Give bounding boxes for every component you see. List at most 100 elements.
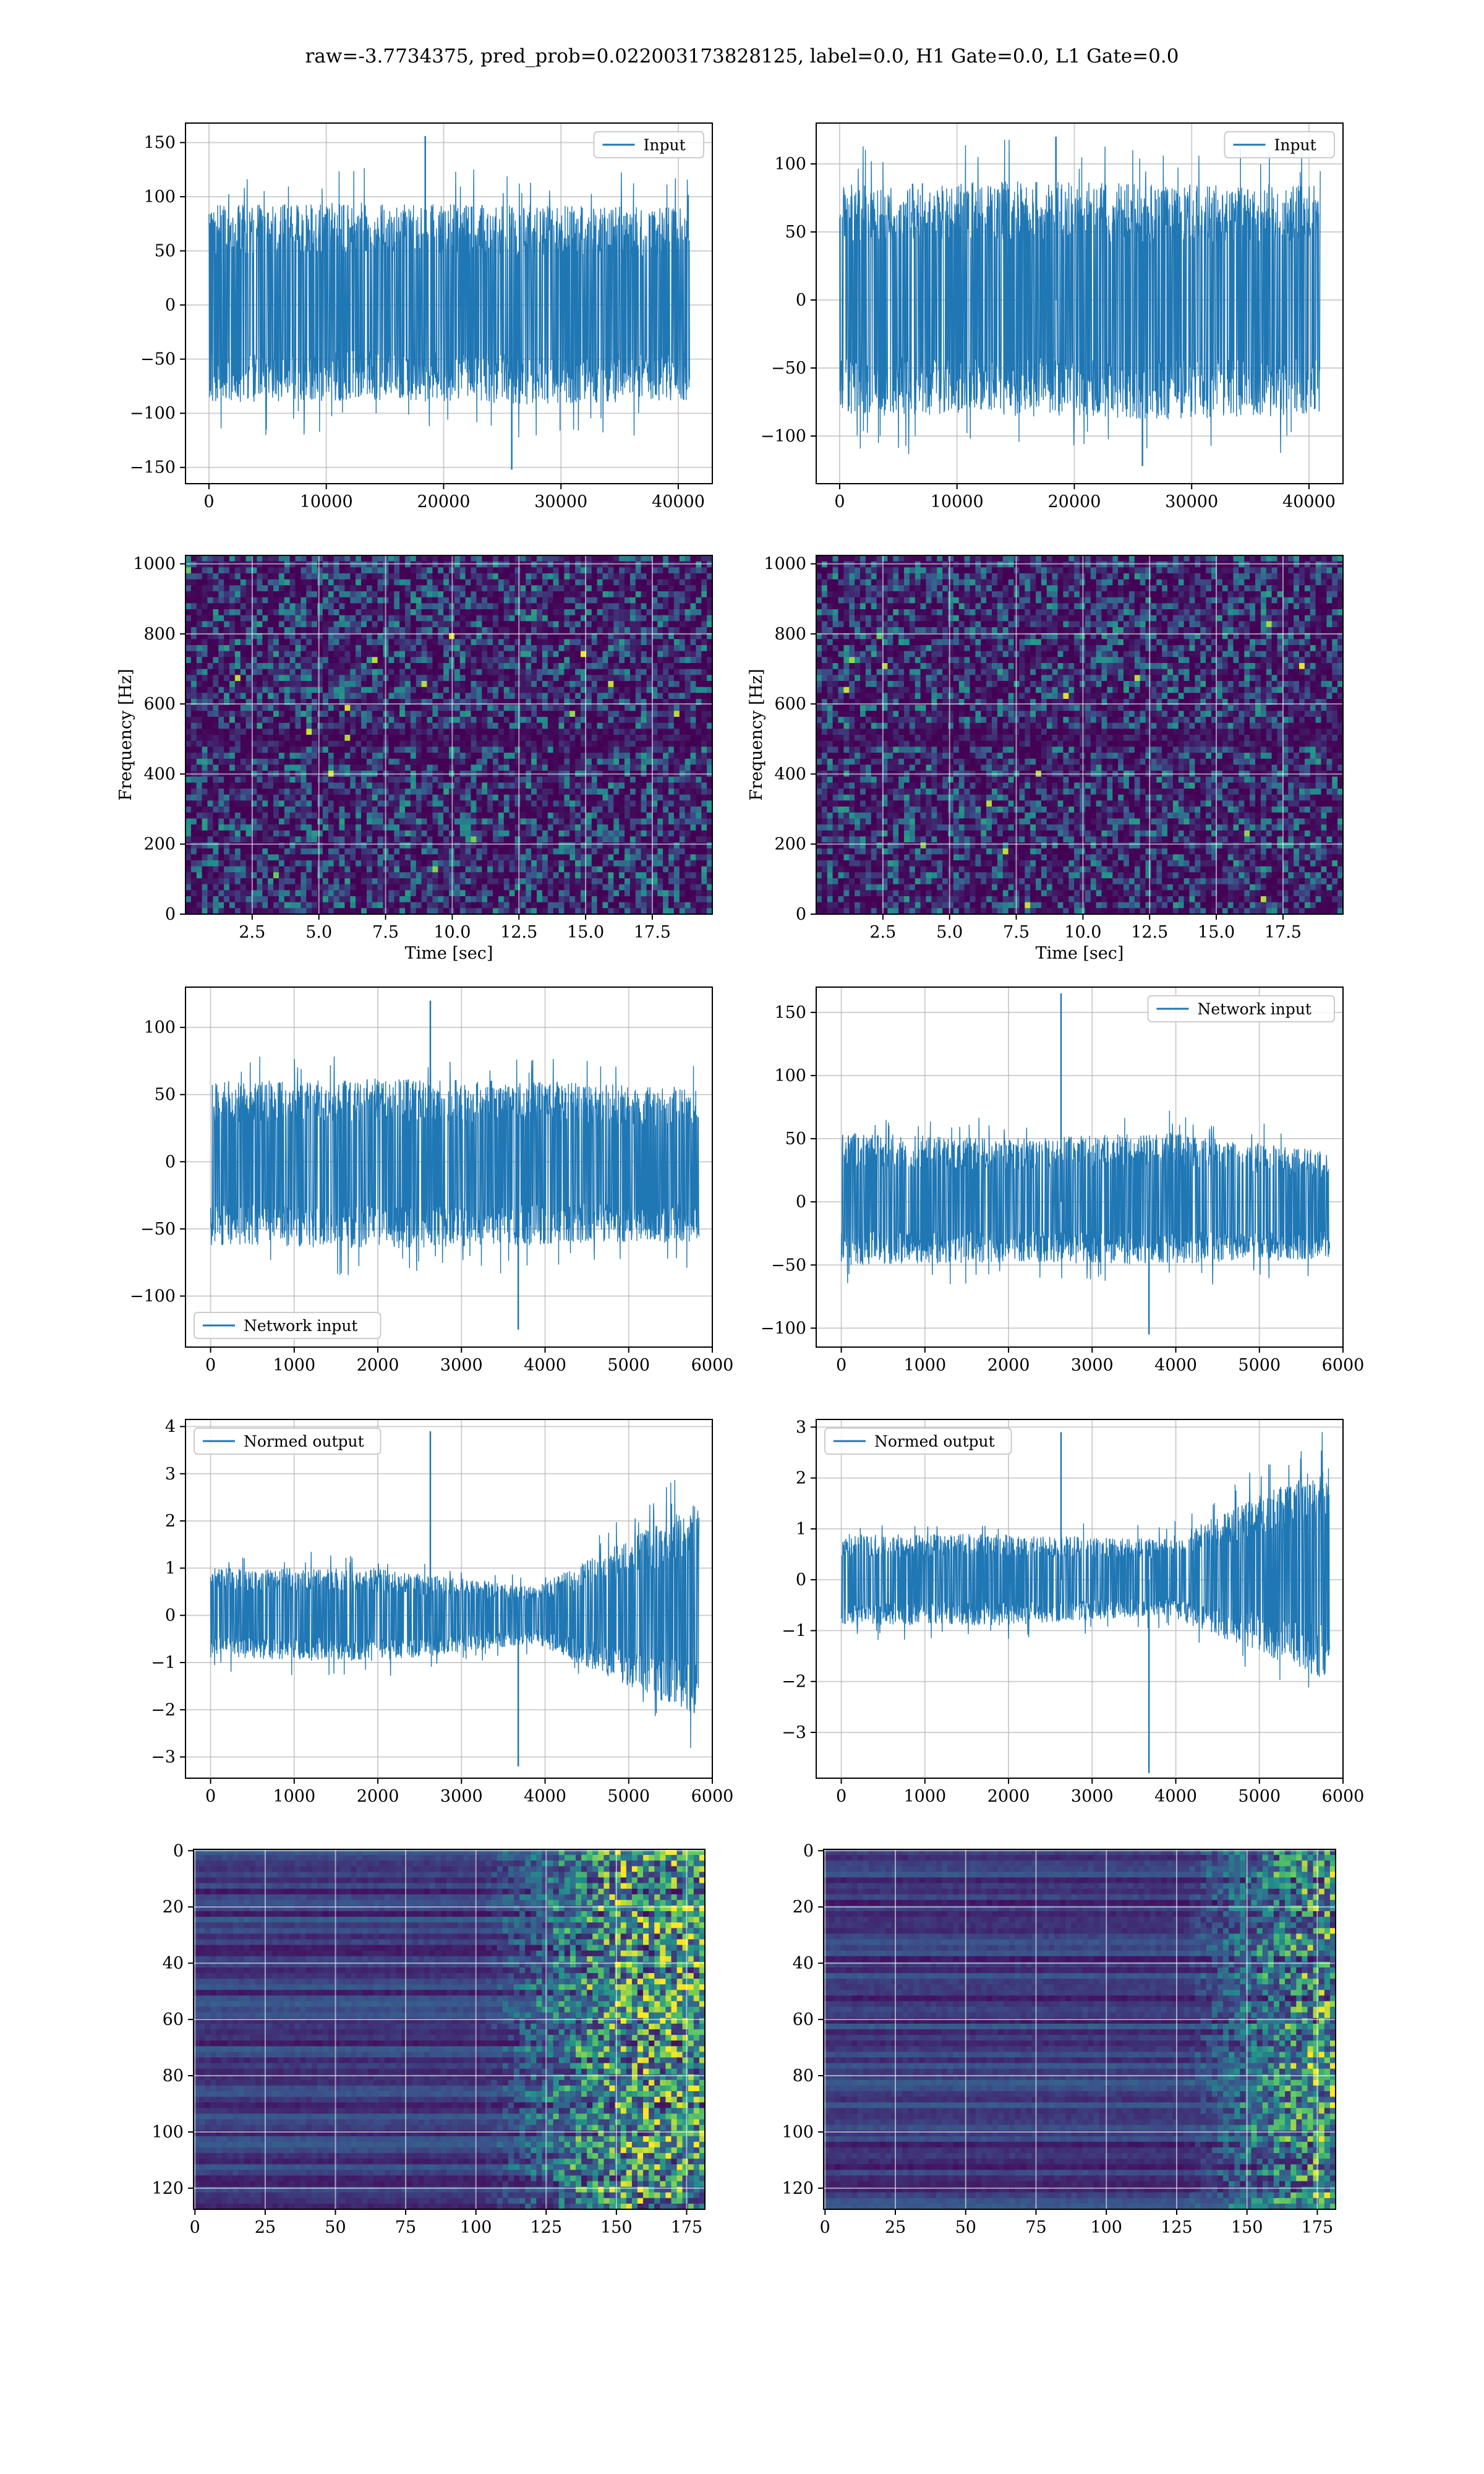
legend: Input — [593, 131, 704, 158]
x-tick-label: 30000 — [534, 492, 587, 511]
x-tick-label: 5.0 — [305, 923, 332, 942]
legend-label: Network input — [244, 1317, 357, 1335]
y-tick-label: −3 — [151, 1748, 176, 1767]
tick-labels: 0 1000 2000 3000 4000 5000 6000 −100 −50 0 50 100 — [130, 1018, 734, 1375]
y-tick-label: 0 — [796, 1192, 806, 1212]
x-tick-label: 25 — [885, 2218, 906, 2237]
y-tick-label: −2 — [782, 1672, 806, 1692]
y-tick-label: 0 — [796, 905, 806, 924]
subplot-row5-right: 0 25 50 75 100 125 150 175 0 20 40 60 80 100 120 — [782, 1841, 1336, 2237]
y-tick-label: 0 — [165, 1152, 176, 1171]
y-tick-label: 60 — [793, 2010, 814, 2029]
y-tick-label: −100 — [130, 404, 176, 423]
y-tick-label: 2 — [165, 1512, 176, 1531]
figure-suptitle: raw=-3.7734375, pred_prob=0.022003173828… — [305, 45, 1179, 67]
x-tick-label: 0 — [834, 492, 845, 511]
axes-frame — [816, 987, 1344, 1348]
y-tick-label: 600 — [774, 695, 806, 714]
y-tick-label: −2 — [151, 1700, 176, 1719]
y-tick-label: 2 — [796, 1469, 806, 1488]
legend-label: Normed output — [874, 1432, 995, 1450]
y-tick-label: 50 — [155, 242, 176, 261]
x-tick-label: 150 — [1231, 2218, 1263, 2237]
x-tick-label: 15.0 — [567, 923, 604, 942]
tick-labels: 0 10000 20000 30000 40000 −150 −100 −50 0 50 100 15… — [130, 134, 705, 511]
legend: Network input — [194, 1312, 382, 1339]
tick-labels: 2.5 5.0 7.5 10.0 12.5 15.0 17.5 0 200 400 600 800 10… — [133, 555, 671, 942]
y-tick-label: 0 — [165, 905, 176, 924]
y-tick-label: 120 — [782, 2179, 814, 2198]
x-tick-label: 150 — [600, 2218, 633, 2237]
y-tick-label: 400 — [774, 764, 806, 784]
grid — [194, 1849, 705, 2209]
y-tick-label: −100 — [761, 1319, 806, 1338]
subplot-row2-left: 2.5 5.0 7.5 10.0 12.5 15.0 17.5 0 200 400 600 800 10… — [116, 555, 713, 963]
x-tick-label: 12.5 — [1131, 923, 1168, 942]
x-tick-label: 12.5 — [500, 923, 537, 942]
x-tick-label: 5000 — [1238, 1787, 1281, 1806]
y-tick-label: −3 — [782, 1723, 806, 1742]
y-tick-label: 20 — [163, 1898, 184, 1917]
subplot-row1-left: Input 0 10000 20000 30000 40000 −150 −100 −50 0 50… — [130, 122, 713, 511]
axes-frame — [816, 555, 1344, 915]
y-tick-label: 0 — [173, 1841, 184, 1860]
x-tick-label: 7.5 — [372, 923, 399, 942]
x-tick-label: 3000 — [440, 1356, 483, 1375]
x-tick-label: 1000 — [903, 1356, 946, 1375]
y-tick-label: 150 — [143, 134, 176, 153]
axes-frame — [185, 987, 713, 1348]
y-tick-label: 100 — [143, 1018, 176, 1037]
x-tick-label: 10.0 — [1064, 923, 1101, 942]
subplot-row2-right: 2.5 5.0 7.5 10.0 12.5 15.0 17.5 0 200 400 600 800 10… — [747, 555, 1344, 963]
y-tick-label: 800 — [143, 625, 176, 644]
y-tick-label: 1 — [796, 1520, 806, 1539]
x-tick-label: 25 — [255, 2218, 276, 2237]
axes-frame — [823, 1849, 1336, 2210]
y-tick-label: 0 — [796, 1570, 806, 1590]
y-tick-label: 40 — [793, 1954, 814, 1973]
tick-labels: 0 25 50 75 100 125 150 175 0 20 40 60 80 100 120 — [782, 1841, 1333, 2237]
x-tick-label: 4000 — [1154, 1787, 1197, 1806]
y-tick-label: 3 — [796, 1418, 806, 1437]
y-tick-label: 0 — [796, 291, 806, 310]
x-tick-label: 50 — [955, 2218, 976, 2237]
axes-frame — [185, 122, 713, 484]
x-tick-label: 1000 — [273, 1356, 315, 1375]
x-tick-label: 2.5 — [869, 923, 896, 942]
x-tick-label: 20000 — [1048, 492, 1101, 511]
heatmap-cells — [186, 555, 712, 914]
y-tick-label: 400 — [143, 764, 176, 784]
x-tick-label: 3000 — [1071, 1787, 1114, 1806]
y-tick-label: 600 — [143, 695, 176, 714]
axes-frame — [193, 1849, 706, 2210]
x-tick-label: 20000 — [417, 492, 471, 511]
x-tick-label: 2000 — [987, 1787, 1030, 1806]
x-tick-label: 1000 — [903, 1787, 946, 1806]
y-tick-label: 200 — [774, 835, 806, 854]
axes-frame — [816, 1419, 1344, 1779]
legend: Normed output — [824, 1427, 1012, 1455]
tick-labels: 2.5 5.0 7.5 10.0 12.5 15.0 17.5 0 200 400 600 800 10… — [764, 555, 1302, 942]
x-tick-label: 2000 — [987, 1356, 1030, 1375]
y-tick-label: 60 — [163, 2010, 184, 2029]
legend-label: Input — [644, 136, 686, 154]
x-tick-label: 1000 — [273, 1787, 315, 1806]
x-tick-label: 3000 — [440, 1787, 483, 1806]
subplot-row1-right: Input 0 10000 20000 30000 40000 −100 −50 0 50 100 — [761, 122, 1344, 511]
subplot-row4-right: Normed output 0 1000 2000 3000 4000 5000 6000 −3… — [782, 1418, 1364, 1806]
legend-label: Network input — [1198, 1000, 1311, 1018]
x-axis-label: Time [sec] — [405, 944, 493, 963]
x-tick-label: 6000 — [691, 1356, 734, 1375]
series-line — [208, 168, 690, 438]
y-tick-label: 4 — [165, 1417, 176, 1436]
y-tick-label: 40 — [163, 1954, 184, 1973]
x-tick-label: 5000 — [607, 1356, 650, 1375]
y-tick-label: 80 — [163, 2066, 184, 2086]
y-tick-label: 1000 — [764, 555, 806, 574]
series-line — [840, 1432, 1331, 1688]
x-tick-label: 3000 — [1071, 1356, 1114, 1375]
legend: Input — [1224, 131, 1335, 158]
x-tick-label: 6000 — [1322, 1356, 1365, 1375]
tick-labels: 0 25 50 75 100 125 150 175 0 20 40 60 80 100 120 — [151, 1841, 702, 2237]
